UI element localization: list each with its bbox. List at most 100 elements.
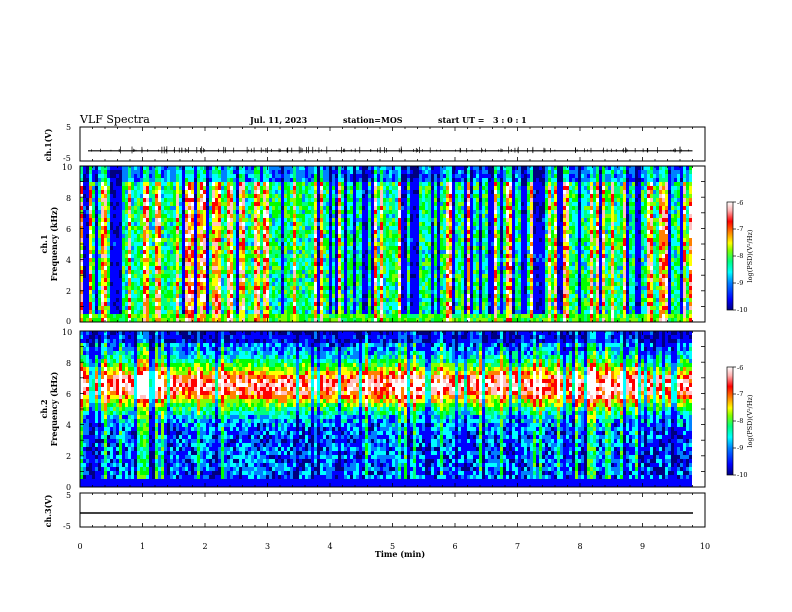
ch1-spec-cell bbox=[371, 318, 374, 322]
ch1-spec-cell bbox=[143, 166, 146, 170]
ch1-spec-cell bbox=[200, 314, 203, 318]
ch1-spec-cell bbox=[326, 230, 329, 234]
ch1-spec-cell bbox=[236, 250, 239, 254]
ch1-spec-cell bbox=[395, 238, 398, 242]
start-ut-value: 3 : 0 : 1 bbox=[493, 115, 527, 125]
ch1-spec-cell bbox=[191, 290, 194, 294]
ch1-spec-cell bbox=[422, 282, 425, 286]
ch1-spec-cell bbox=[389, 246, 392, 250]
ch1-spec-cell bbox=[329, 178, 332, 182]
ch1-spec-cell bbox=[401, 254, 404, 258]
ch1-spec-cell bbox=[257, 222, 260, 226]
ch1-spec-cell bbox=[152, 206, 155, 210]
ch1-spec-cell bbox=[122, 254, 125, 258]
ch1-spec-cell bbox=[296, 318, 299, 322]
ch1-spec-cell bbox=[122, 298, 125, 302]
ch1-spec-cell bbox=[350, 186, 353, 190]
ch1-spec-cell bbox=[128, 226, 131, 230]
ch1-spec-cell bbox=[311, 194, 314, 198]
ch1-spec-cell bbox=[248, 198, 251, 202]
ch1-spec-cell bbox=[422, 206, 425, 210]
ch1-spec-cell bbox=[419, 298, 422, 302]
ch1-spec-cell bbox=[443, 218, 446, 222]
ch1-spec-cell bbox=[275, 250, 278, 254]
ch1-spec-cell bbox=[80, 318, 83, 322]
ch1-spec-cell bbox=[161, 250, 164, 254]
ch1-spec-cell bbox=[242, 282, 245, 286]
ch1-spec-cell bbox=[425, 258, 428, 262]
ch1-spec-cell bbox=[323, 226, 326, 230]
ch1-spec-cell bbox=[170, 194, 173, 198]
ch1-spec-cell bbox=[311, 234, 314, 238]
ch1-spec-cell bbox=[281, 202, 284, 206]
ch1-spec-cell bbox=[227, 198, 230, 202]
ch1-spec-cell bbox=[353, 294, 356, 298]
ch1-spec-cell bbox=[305, 310, 308, 314]
ch1-spec-cell bbox=[119, 246, 122, 250]
ch1-spec-cell bbox=[299, 242, 302, 246]
ch1-spec-cell bbox=[83, 186, 86, 190]
ch1-spec-cell bbox=[224, 262, 227, 266]
ch1-spec-cell bbox=[362, 306, 365, 310]
ch1-spec-cell bbox=[221, 262, 224, 266]
ch1-spec-cell bbox=[407, 234, 410, 238]
ch1-spec-cell bbox=[332, 174, 335, 178]
ch1-spec-cell bbox=[293, 234, 296, 238]
ch1-spec-cell bbox=[287, 290, 290, 294]
ch1-spec-cell bbox=[428, 318, 431, 322]
ch1-spec-cell bbox=[89, 170, 92, 174]
ch1-spec-cell bbox=[398, 242, 401, 246]
ch1-spec-cell bbox=[179, 186, 182, 190]
ch1-spec-cell bbox=[92, 174, 95, 178]
ch1-spec-cell bbox=[167, 234, 170, 238]
ch1-spec-cell bbox=[350, 238, 353, 242]
ch1-spec-cell bbox=[443, 250, 446, 254]
ch1-spec-cell bbox=[119, 306, 122, 310]
ch1-spec-cell bbox=[332, 314, 335, 318]
ch1-spec-cell bbox=[401, 174, 404, 178]
ch1-spec-cell bbox=[350, 278, 353, 282]
ch1-spec-cell bbox=[350, 242, 353, 246]
ch1-spec-cell bbox=[362, 242, 365, 246]
ch1-spec-cell bbox=[305, 166, 308, 170]
ch1-spec-cell bbox=[290, 270, 293, 274]
ch1-spec-cell bbox=[437, 318, 440, 322]
ch1-spec-cell bbox=[212, 198, 215, 202]
ch1-spec-cell bbox=[242, 230, 245, 234]
ch1-spec-cell bbox=[260, 198, 263, 202]
ch1-spec-cell bbox=[158, 166, 161, 170]
ch1-spec-cell bbox=[104, 278, 107, 282]
ch1-spec-cell bbox=[83, 242, 86, 246]
ch1-spec-cell bbox=[230, 178, 233, 182]
ch1-spec-cell bbox=[425, 222, 428, 226]
ch1-spec-cell bbox=[344, 246, 347, 250]
ch1-spec-cell bbox=[299, 286, 302, 290]
ch1-spec-cell bbox=[392, 190, 395, 194]
ch1-spec-cell bbox=[287, 218, 290, 222]
ch1-spec-cell bbox=[392, 258, 395, 262]
ch1-spec-cell bbox=[335, 298, 338, 302]
ch1-spec-cell bbox=[347, 302, 350, 306]
ch1-spec-cell bbox=[344, 258, 347, 262]
ch1-spec-cell bbox=[143, 194, 146, 198]
ch1-spec-cell bbox=[161, 234, 164, 238]
ch1-spec-cell bbox=[179, 234, 182, 238]
ch1-spec-cell bbox=[218, 198, 221, 202]
ch1-spec-cell bbox=[182, 242, 185, 246]
ch1-spec-cell bbox=[422, 302, 425, 306]
ch1-spec-cell bbox=[203, 246, 206, 250]
ch1-spec-cell bbox=[365, 214, 368, 218]
ch1-spec-cell bbox=[113, 314, 116, 318]
ch1-spec-cell bbox=[113, 194, 116, 198]
ch1-spec-cell bbox=[335, 222, 338, 226]
ch1-spec-cell bbox=[419, 218, 422, 222]
ch1-spec-cell bbox=[353, 286, 356, 290]
ch1-spec-cell bbox=[119, 286, 122, 290]
ch1-spec-cell bbox=[353, 214, 356, 218]
ch1-spec-cell bbox=[104, 254, 107, 258]
ch1-spec-cell bbox=[137, 210, 140, 214]
ch1-spec-cell bbox=[344, 294, 347, 298]
ch1-spec-cell bbox=[404, 166, 407, 170]
ch1-spec-cell bbox=[173, 270, 176, 274]
ch1-spec-cell bbox=[341, 250, 344, 254]
